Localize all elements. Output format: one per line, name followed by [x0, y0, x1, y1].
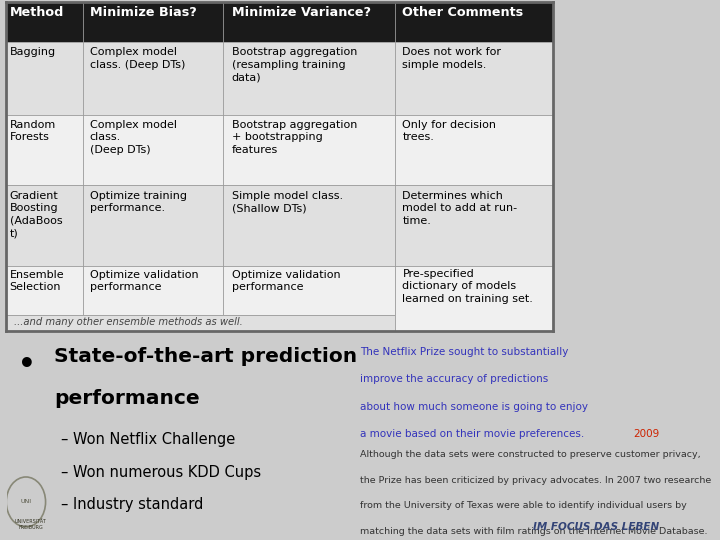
Text: Other Comments: Other Comments — [402, 6, 523, 19]
Text: about how much someone is going to enjoy: about how much someone is going to enjoy — [360, 402, 588, 411]
Text: Complex model
class.
(Deep DTs): Complex model class. (Deep DTs) — [90, 120, 177, 155]
Text: improve the accuracy of predictions: improve the accuracy of predictions — [360, 374, 548, 384]
Text: Optimize validation
performance: Optimize validation performance — [232, 269, 341, 292]
Text: Optimize validation
performance: Optimize validation performance — [90, 269, 199, 292]
Text: Bootstrap aggregation
(resampling training
data): Bootstrap aggregation (resampling traini… — [232, 47, 357, 82]
Text: Bagging: Bagging — [9, 47, 55, 57]
Text: – Won Netflix Challenge: – Won Netflix Challenge — [61, 432, 235, 447]
Text: Although the data sets were constructed to preserve customer privacy,: Although the data sets were constructed … — [360, 450, 701, 460]
Text: from the University of Texas were able to identify individual users by: from the University of Texas were able t… — [360, 501, 687, 510]
Text: State-of-the-art prediction: State-of-the-art prediction — [54, 347, 357, 366]
Text: •: • — [18, 350, 36, 379]
Text: UNI: UNI — [20, 500, 32, 504]
Text: – Won numerous KDD Cups: – Won numerous KDD Cups — [61, 465, 261, 480]
Text: Random
Forests: Random Forests — [9, 120, 56, 143]
Text: Method: Method — [9, 6, 64, 19]
Text: Pre-specified
dictionary of models
learned on training set.: Pre-specified dictionary of models learn… — [402, 269, 534, 305]
Text: The Netflix Prize sought to substantially: The Netflix Prize sought to substantiall… — [360, 347, 568, 356]
Text: Minimize Variance?: Minimize Variance? — [232, 6, 371, 19]
Text: UNIVERSITÄT
FREIBURG: UNIVERSITÄT FREIBURG — [14, 519, 47, 530]
Text: Does not work for
simple models.: Does not work for simple models. — [402, 47, 502, 70]
Text: performance: performance — [54, 389, 199, 408]
Text: matching the data sets with film ratings on the Internet Movie Database.: matching the data sets with film ratings… — [360, 526, 708, 536]
Text: ...and many other ensemble methods as well.: ...and many other ensemble methods as we… — [14, 317, 243, 327]
Text: – Industry standard: – Industry standard — [61, 497, 204, 512]
Text: Simple model class.
(Shallow DTs): Simple model class. (Shallow DTs) — [232, 191, 343, 213]
Text: Minimize Bias?: Minimize Bias? — [90, 6, 197, 19]
Text: Ensemble
Selection: Ensemble Selection — [9, 269, 64, 292]
Text: Determines which
model to add at run-
time.: Determines which model to add at run- ti… — [402, 191, 518, 226]
Text: Gradient
Boosting
(AdaBoos
t): Gradient Boosting (AdaBoos t) — [9, 191, 62, 238]
Text: Bootstrap aggregation
+ bootstrapping
features: Bootstrap aggregation + bootstrapping fe… — [232, 120, 357, 155]
Text: Optimize training
performance.: Optimize training performance. — [90, 191, 186, 213]
Text: Complex model
class. (Deep DTs): Complex model class. (Deep DTs) — [90, 47, 185, 70]
Text: IM FOCUS DAS LEBEN: IM FOCUS DAS LEBEN — [533, 522, 659, 532]
Text: Only for decision
trees.: Only for decision trees. — [402, 120, 497, 143]
Text: Pre-specified
dictionary of models
learned on training set.: Pre-specified dictionary of models learn… — [402, 269, 534, 303]
Text: the Prize has been criticized by privacy advocates. In 2007 two researche: the Prize has been criticized by privacy… — [360, 476, 711, 485]
Text: 2009: 2009 — [634, 429, 660, 439]
Text: a movie based on their movie preferences.: a movie based on their movie preferences… — [360, 429, 584, 439]
